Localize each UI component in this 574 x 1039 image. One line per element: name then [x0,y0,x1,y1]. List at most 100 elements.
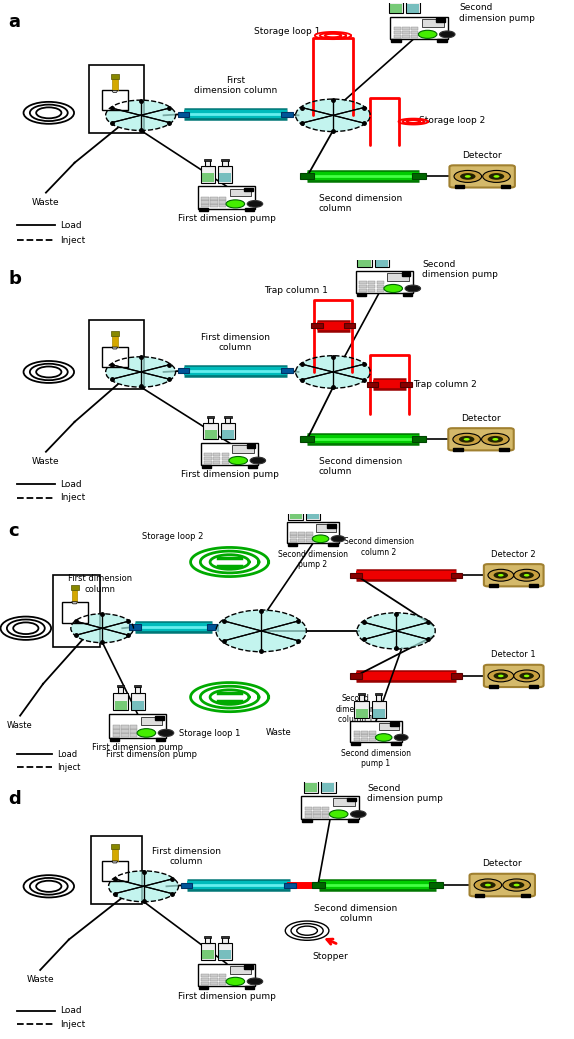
Circle shape [459,436,474,443]
Bar [402,31,410,34]
Bar [201,943,215,960]
Bar [102,90,127,110]
Bar [362,734,368,737]
Bar [111,330,119,336]
Bar [134,685,141,688]
Bar [308,769,315,771]
Bar [290,535,297,538]
Bar [110,738,119,741]
Polygon shape [72,602,77,604]
Bar [300,436,314,443]
Bar [118,687,123,693]
Bar [356,271,413,293]
Bar [357,251,372,267]
Bar [328,543,338,547]
Bar [323,783,334,792]
Bar [205,937,210,943]
Bar [210,204,218,208]
Bar [113,729,120,732]
Circle shape [108,871,179,902]
Bar [361,243,368,245]
Bar [218,166,232,183]
Circle shape [519,571,534,579]
Bar [213,460,220,464]
Bar [301,796,359,819]
Bar [248,465,257,468]
Bar [207,416,214,418]
Bar [311,323,323,328]
Bar [411,27,418,30]
Bar [245,209,254,211]
Text: Waste: Waste [26,975,54,984]
Bar [102,861,127,881]
Bar [322,815,329,818]
Bar [489,584,498,587]
Bar [288,543,297,547]
Text: Trap column 2: Trap column 2 [413,380,477,389]
Bar [333,798,355,806]
Bar [359,694,364,701]
Bar [247,445,255,448]
Circle shape [494,672,508,680]
Bar [222,453,229,456]
Circle shape [250,457,266,463]
Bar [453,448,463,451]
Bar [411,31,418,34]
Text: First dimension pump: First dimension pump [178,214,276,222]
Bar [377,282,384,285]
Text: Stopper: Stopper [312,952,348,961]
Bar [62,602,88,623]
Text: Second
dimension pump: Second dimension pump [459,3,535,23]
Text: Second dimension
column: Second dimension column [319,457,402,476]
Bar [375,693,382,695]
Polygon shape [112,90,118,92]
Bar [306,535,312,538]
Circle shape [226,199,245,208]
Bar [121,734,129,737]
Bar [326,770,331,776]
Bar [112,336,118,347]
Bar [156,738,165,741]
Bar [375,251,389,267]
Bar [292,495,299,497]
FancyBboxPatch shape [470,874,535,897]
Circle shape [312,535,329,542]
Bar [210,978,218,981]
Circle shape [488,670,514,682]
Bar [202,465,211,468]
Text: Second dimension
column: Second dimension column [319,194,402,213]
Text: Detector: Detector [461,415,501,423]
Bar [403,293,412,296]
Bar [387,273,409,281]
Bar [130,693,145,711]
Bar [113,725,120,728]
Circle shape [247,978,263,985]
Bar [199,209,208,211]
Text: First dimension
column: First dimension column [201,332,270,352]
Bar [306,532,312,535]
Bar [155,716,164,720]
Bar [394,31,401,34]
Bar [290,510,302,520]
Bar [219,978,226,981]
Bar [402,34,410,37]
Bar [451,673,462,678]
Bar [309,495,316,497]
Bar [390,722,399,726]
Bar [358,258,371,267]
Bar [117,685,124,688]
Bar [408,4,419,12]
Circle shape [494,571,508,579]
Text: Waste: Waste [32,457,60,465]
FancyBboxPatch shape [484,665,544,687]
Bar [281,368,293,373]
Bar [121,725,129,728]
Bar [313,806,321,810]
Bar [213,457,220,460]
Bar [201,196,209,199]
Circle shape [137,728,156,738]
Bar [402,272,410,276]
Bar [394,27,401,30]
Bar [244,188,253,191]
Circle shape [509,882,525,888]
